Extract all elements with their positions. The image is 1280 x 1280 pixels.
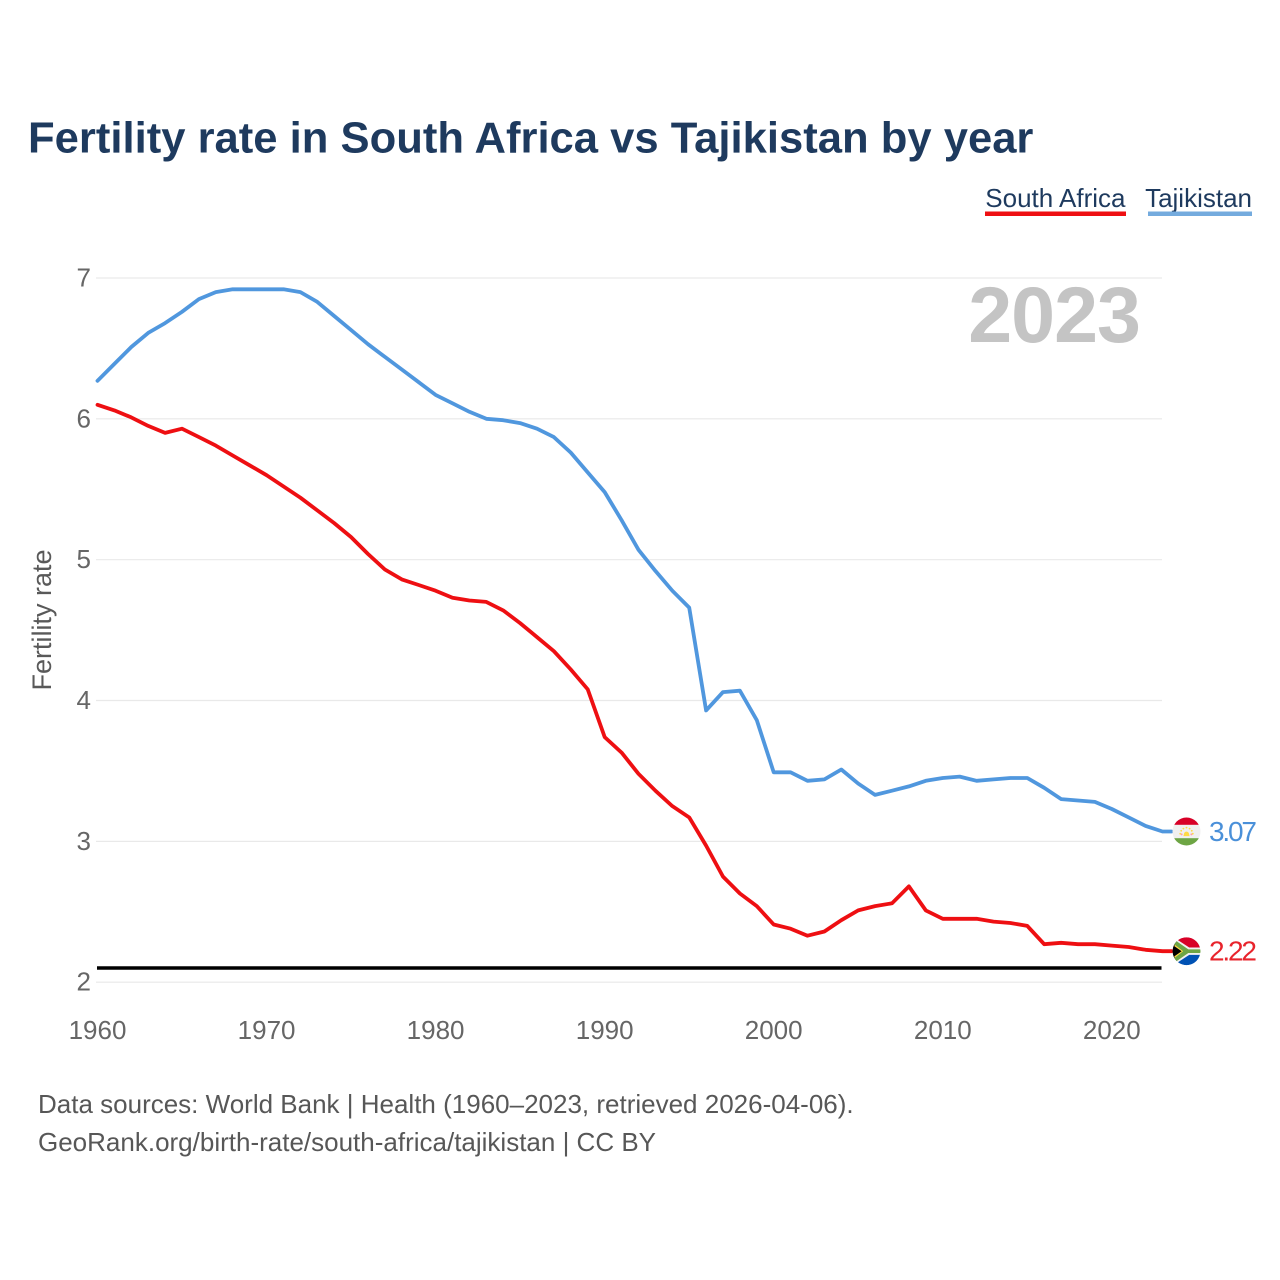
svg-text:2000: 2000 bbox=[745, 1015, 803, 1045]
svg-text:1960: 1960 bbox=[69, 1015, 127, 1045]
svg-text:Tajikistan: Tajikistan bbox=[1145, 183, 1252, 213]
svg-text:2: 2 bbox=[77, 967, 91, 997]
svg-text:6: 6 bbox=[77, 403, 91, 433]
svg-text:GeoRank.org/birth-rate/south-a: GeoRank.org/birth-rate/south-africa/taji… bbox=[38, 1127, 656, 1157]
svg-text:2.22: 2.22 bbox=[1209, 936, 1256, 967]
svg-text:3: 3 bbox=[77, 826, 91, 856]
svg-text:1970: 1970 bbox=[238, 1015, 296, 1045]
svg-text:2010: 2010 bbox=[914, 1015, 972, 1045]
svg-text:South Africa: South Africa bbox=[985, 183, 1126, 213]
svg-text:Fertility rate in South Africa: Fertility rate in South Africa vs Tajiki… bbox=[28, 115, 1033, 163]
svg-text:4: 4 bbox=[77, 685, 91, 715]
svg-text:1980: 1980 bbox=[407, 1015, 465, 1045]
svg-text:7: 7 bbox=[77, 263, 91, 293]
svg-text:5: 5 bbox=[77, 544, 91, 574]
svg-text:Fertility rate: Fertility rate bbox=[27, 549, 57, 690]
svg-text:1990: 1990 bbox=[576, 1015, 634, 1045]
svg-text:3.07: 3.07 bbox=[1209, 816, 1256, 847]
svg-text:2023: 2023 bbox=[968, 270, 1140, 359]
svg-text:Data sources: World Bank | Hea: Data sources: World Bank | Health (1960–… bbox=[38, 1089, 854, 1119]
svg-text:2020: 2020 bbox=[1083, 1015, 1141, 1045]
